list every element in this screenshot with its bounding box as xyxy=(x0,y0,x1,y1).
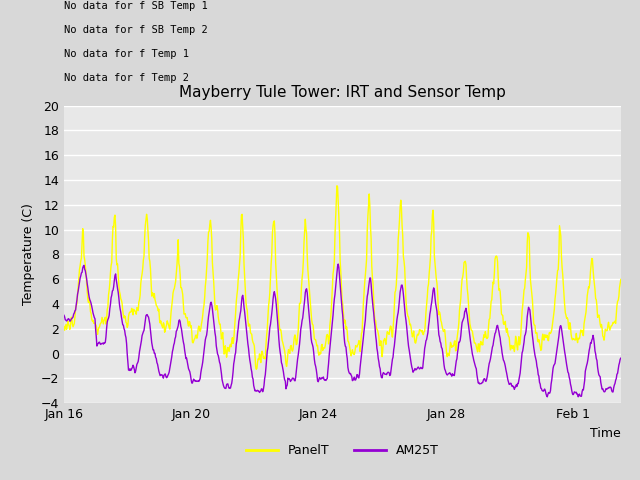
Title: Mayberry Tule Tower: IRT and Sensor Temp: Mayberry Tule Tower: IRT and Sensor Temp xyxy=(179,85,506,100)
Text: No data for f Temp 2: No data for f Temp 2 xyxy=(64,73,189,83)
Y-axis label: Temperature (C): Temperature (C) xyxy=(22,204,35,305)
Legend: PanelT, AM25T: PanelT, AM25T xyxy=(241,439,444,462)
Text: No data for f SB Temp 2: No data for f SB Temp 2 xyxy=(64,25,208,35)
X-axis label: Time: Time xyxy=(590,427,621,440)
Text: No data for f SB Temp 1: No data for f SB Temp 1 xyxy=(64,1,208,12)
Text: No data for f Temp 1: No data for f Temp 1 xyxy=(64,49,189,59)
